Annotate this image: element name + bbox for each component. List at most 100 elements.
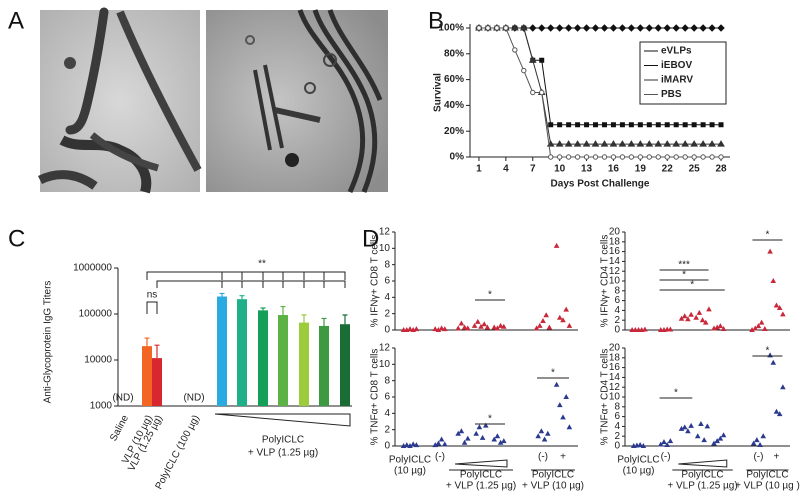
data-point [640, 443, 647, 448]
y-tick-label: 0% [450, 152, 465, 163]
data-point [557, 314, 563, 320]
significance: * [682, 270, 686, 281]
marker [682, 122, 688, 128]
data-point [773, 408, 780, 414]
y-tick-label: 18 [609, 236, 621, 247]
marker [718, 122, 724, 128]
data-point [455, 430, 461, 436]
marker [548, 122, 554, 128]
panel-label: D [362, 225, 379, 252]
bar [340, 324, 350, 406]
data-point [407, 326, 413, 332]
y-tick-label: 80% [444, 48, 464, 59]
y-tick-label: 14 [609, 256, 621, 267]
data-point [563, 306, 569, 312]
data-point [541, 436, 548, 442]
x-label: (-) [661, 452, 671, 463]
marker [539, 89, 545, 96]
marker [708, 140, 716, 147]
data-point [465, 435, 471, 441]
marker [539, 57, 545, 63]
y-axis-label: % TNFα+ CD4 T cells [600, 349, 611, 446]
micrograph-right [206, 9, 388, 194]
data-point [698, 420, 704, 426]
data-point [749, 327, 755, 332]
data-point [501, 438, 507, 444]
x-tick-label: 1 [476, 164, 482, 175]
data-point [465, 325, 471, 331]
marker [700, 154, 706, 160]
marker [690, 24, 698, 32]
y-tick-label: 0 [384, 441, 390, 452]
data-point [657, 441, 664, 447]
significance: *** [678, 260, 690, 271]
y-tick-label: 60% [444, 74, 464, 85]
marker [619, 154, 626, 160]
marker [628, 154, 635, 160]
marker [681, 140, 690, 147]
data-point [538, 428, 545, 434]
marker [564, 24, 573, 32]
x-tick-label: 4 [503, 164, 509, 175]
data-point [484, 324, 491, 330]
error-bar [144, 337, 150, 347]
marker [709, 122, 715, 128]
error-bar [301, 314, 307, 323]
y-tick-label: 10 [609, 392, 621, 403]
x-label: + [774, 452, 780, 463]
panel-label: C [8, 225, 25, 252]
marker [555, 24, 564, 32]
marker [600, 24, 609, 32]
data-point [432, 442, 438, 448]
micrograph-left [37, 7, 202, 194]
data-point [566, 424, 573, 430]
error-bar [219, 292, 225, 297]
data-point [717, 435, 724, 441]
data-point [438, 436, 445, 442]
data-point [667, 438, 674, 444]
y-tick-label: 4 [384, 408, 390, 419]
data-point [553, 242, 560, 248]
data-point [461, 439, 468, 445]
data-point [706, 306, 712, 312]
y-tick-label: 0 [384, 325, 390, 336]
data-point [491, 324, 497, 330]
data-point [553, 381, 560, 387]
data-point [661, 439, 667, 445]
data-point [435, 327, 442, 332]
marker [610, 154, 617, 160]
data-point [701, 437, 707, 443]
y-tick-label: 18 [609, 352, 621, 363]
data-point [479, 434, 486, 440]
data-point [762, 326, 768, 332]
marker [592, 154, 599, 160]
x-tick-label: 25 [689, 164, 701, 175]
marker [485, 25, 491, 31]
data-point [770, 359, 777, 365]
marker [476, 25, 482, 31]
marker [521, 67, 527, 74]
y-tick-label: 10 [379, 243, 391, 254]
marker [600, 140, 609, 147]
marker [655, 122, 661, 128]
marker [646, 122, 652, 128]
data-point [694, 433, 701, 439]
y-tick-label: 6 [614, 295, 620, 306]
y-tick-label: 0 [614, 325, 620, 336]
data-point [476, 424, 483, 430]
data-point [545, 430, 551, 436]
data-point [693, 314, 699, 320]
data-point [714, 324, 720, 330]
data-point [455, 325, 461, 331]
y-tick-label: 6 [614, 411, 620, 422]
marker [699, 24, 707, 32]
data-point [413, 442, 420, 448]
x-tick-label: 10 [554, 164, 566, 175]
y-tick-label: 14 [609, 372, 621, 383]
data-point [754, 437, 760, 443]
data-point [560, 317, 566, 323]
marker [566, 122, 572, 128]
marker [584, 122, 590, 128]
data-point [776, 411, 783, 417]
error-bar [260, 307, 266, 311]
